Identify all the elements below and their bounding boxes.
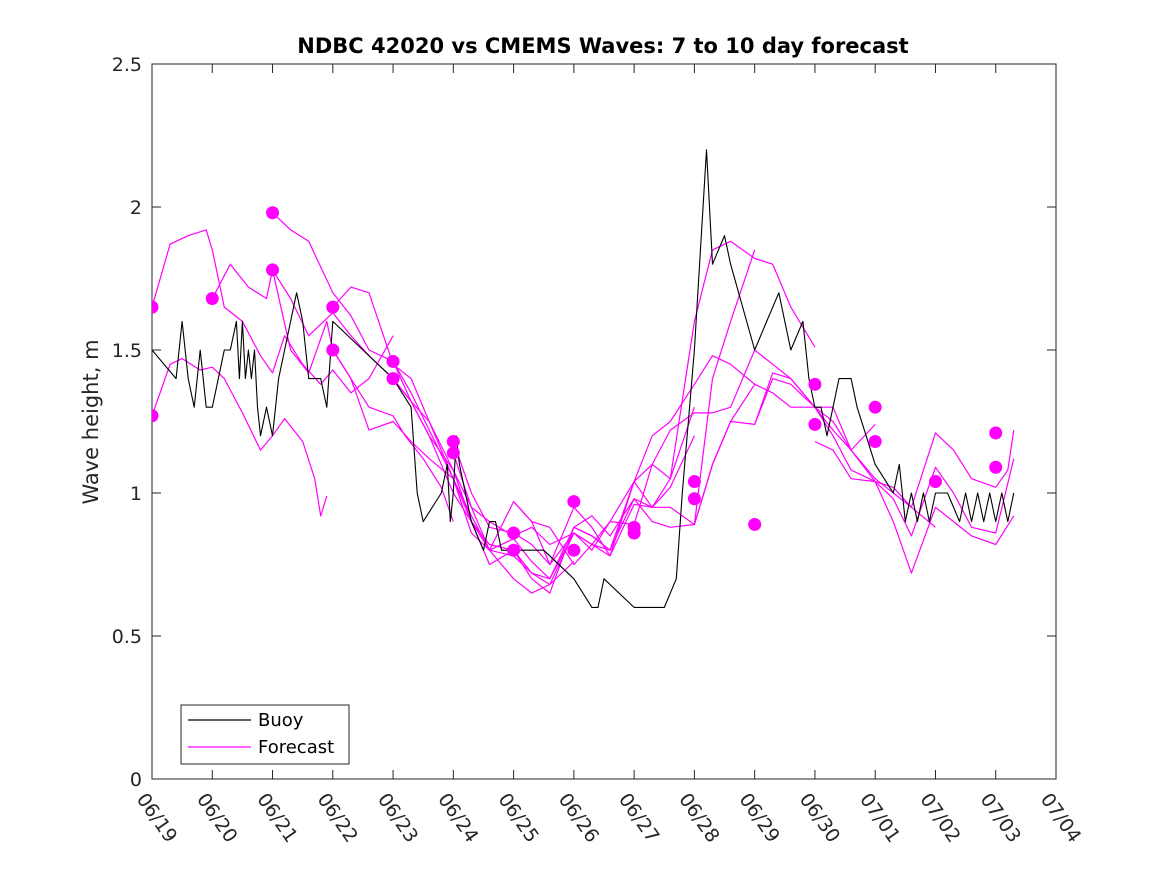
forecast-marker-point — [627, 526, 641, 540]
forecast-series-line — [452, 249, 756, 566]
forecast-marker-point — [266, 263, 280, 277]
forecast-marker-point — [152, 409, 159, 423]
forecast-series-line — [513, 240, 816, 566]
forecast-series-line — [152, 358, 328, 517]
forecast-marker-point — [808, 417, 822, 431]
y-tick-label: 2.5 — [112, 54, 142, 76]
y-tick-label: 0.5 — [112, 626, 142, 648]
forecast-marker-point — [152, 300, 159, 314]
forecast-series-line — [693, 372, 1015, 525]
forecast-series-line — [392, 378, 695, 594]
forecast-marker-point — [386, 354, 400, 368]
forecast-marker-point — [507, 526, 521, 540]
forecast-series-line — [633, 383, 936, 528]
forecast-series-line — [452, 355, 756, 594]
forecast-marker-point — [687, 475, 701, 489]
forecast-marker-point — [989, 426, 1003, 440]
forecast-marker-point — [928, 475, 942, 489]
y-tick-label: 1 — [130, 483, 142, 505]
forecast-marker-point — [446, 435, 460, 449]
series-layer — [152, 149, 1015, 608]
y-axis-label: Wave height, m — [79, 339, 103, 504]
forecast-series-line — [152, 229, 394, 394]
legend-forecast-label: Forecast — [258, 737, 334, 758]
forecast-marker-point — [687, 492, 701, 506]
buoy-series-line — [152, 149, 1015, 608]
forecast-marker-point — [507, 543, 521, 557]
forecast-marker-point — [205, 292, 219, 306]
forecast-series-line — [573, 349, 876, 551]
forecast-marker-point — [567, 543, 581, 557]
forecast-marker-point — [446, 446, 460, 460]
legend-buoy-label: Buoy — [258, 710, 304, 731]
legend: Buoy Forecast — [180, 704, 350, 765]
forecast-marker-point — [386, 372, 400, 386]
legend-box — [180, 704, 350, 765]
forecast-marker-point — [266, 206, 280, 220]
forecast-marker-point — [808, 377, 822, 391]
forecast-marker-point — [868, 400, 882, 414]
forecast-series-line — [814, 440, 1015, 537]
y-tick-label: 2 — [130, 197, 142, 219]
forecast-marker-point — [326, 300, 340, 314]
forecast-marker-point — [326, 343, 340, 357]
y-tick-label: 1.5 — [112, 340, 142, 362]
forecast-marker-point — [748, 517, 762, 531]
forecast-series-line — [754, 378, 1015, 574]
chart-title: NDBC 42020 vs CMEMS Waves: 7 to 10 day f… — [297, 34, 908, 58]
forecast-marker-point — [868, 435, 882, 449]
forecast-marker-point — [567, 495, 581, 509]
y-tick-label: 0 — [130, 769, 142, 791]
forecast-marker-point — [989, 460, 1003, 474]
